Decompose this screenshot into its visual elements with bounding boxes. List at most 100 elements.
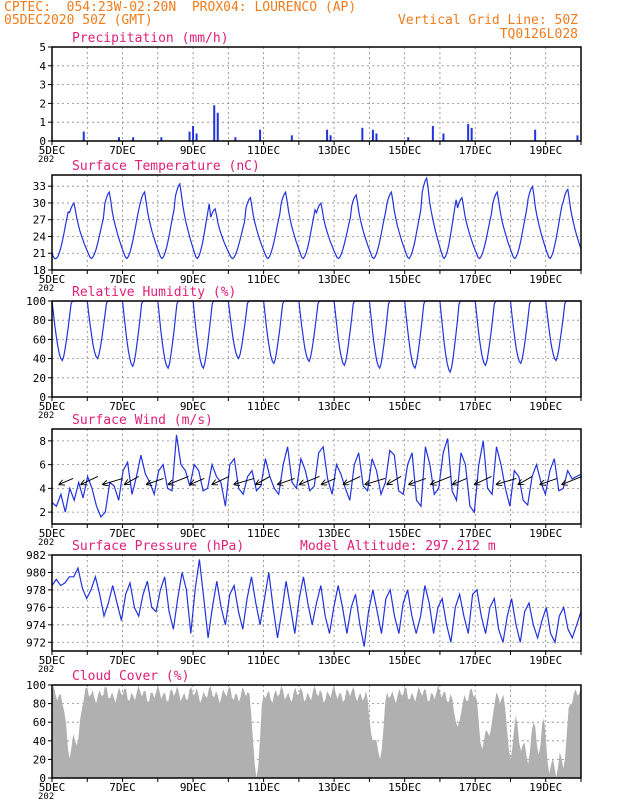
y-tick-label: 980	[26, 566, 46, 579]
wind-arrow	[474, 475, 492, 484]
wind-arrow	[234, 477, 255, 484]
x-tick-label: 9DEC	[180, 781, 207, 794]
header-station: CPTEC: 054:23W-02:20N PROX04: LOURENCO (…	[4, 0, 357, 15]
x-tick-label: 11DEC	[247, 527, 280, 540]
precip-bar	[290, 135, 293, 141]
panel-frame	[51, 554, 582, 652]
pressure-line	[51, 559, 582, 647]
precip-bar	[467, 124, 470, 141]
wind-arrow	[540, 477, 558, 484]
y-tick-label: 974	[26, 619, 46, 632]
precip-bar	[407, 137, 410, 141]
x-tick-label: 19DEC	[529, 781, 562, 794]
x-tick-label: 15DEC	[388, 400, 421, 413]
x-tick-label: 13DEC	[318, 273, 351, 286]
wind-arrow	[453, 477, 467, 484]
y-tick-label: 6	[39, 459, 46, 472]
panel-title: Surface Wind (m/s)	[72, 413, 213, 428]
x-tick-label: 15DEC	[388, 781, 421, 794]
x-year-label: 202	[38, 538, 54, 548]
x-tick-label: 7DEC	[109, 527, 136, 540]
x-tick-label: 11DEC	[247, 654, 280, 667]
header: CPTEC: 054:23W-02:20N PROX04: LOURENCO (…	[0, 0, 618, 44]
precip-bar	[188, 131, 191, 141]
wind-arrow	[300, 475, 320, 484]
wind-arrow	[278, 477, 295, 484]
y-tick-label: 3	[39, 79, 46, 92]
panel-frame	[51, 300, 582, 398]
wind-arrow	[81, 475, 99, 484]
x-tick-label: 17DEC	[459, 400, 492, 413]
x-tick-label: 5DEC	[39, 527, 66, 540]
x-tick-label: 7DEC	[109, 781, 136, 794]
x-tick-label: 19DEC	[529, 654, 562, 667]
x-tick-label: 7DEC	[109, 654, 136, 667]
y-tick-label: 18	[33, 264, 46, 277]
wind-arrow	[409, 477, 427, 484]
x-tick-label: 11DEC	[247, 273, 280, 286]
precip-bar	[375, 133, 378, 141]
y-tick-label: 40	[33, 735, 46, 748]
x-year-label: 202	[38, 792, 54, 800]
x-year-label: 202	[38, 284, 54, 294]
wind-arrow	[321, 477, 336, 484]
header-model-id: TQ0126L028	[499, 27, 578, 42]
x-tick-label: 5DEC	[39, 781, 66, 794]
precip-bar	[82, 131, 85, 141]
x-tick-label: 13DEC	[318, 527, 351, 540]
x-tick-label: 19DEC	[529, 527, 562, 540]
y-tick-label: 27	[33, 214, 46, 227]
precip-bar	[118, 137, 121, 141]
y-tick-label: 0	[39, 772, 46, 785]
precip-bar	[431, 125, 434, 141]
precip-bar	[329, 135, 332, 141]
panel-title: Surface Pressure (hPa)	[72, 539, 244, 554]
x-tick-label: 9DEC	[180, 400, 207, 413]
panel-5	[48, 554, 582, 655]
y-tick-label: 21	[33, 247, 46, 260]
x-tick-label: 7DEC	[109, 273, 136, 286]
precip-bar	[195, 133, 198, 141]
precip-bar	[470, 127, 473, 141]
x-tick-label: 17DEC	[459, 273, 492, 286]
x-tick-label: 17DEC	[459, 144, 492, 157]
precip-bar	[326, 129, 329, 141]
y-tick-label: 0	[39, 391, 46, 404]
precip-bar	[234, 137, 237, 141]
x-tick-label: 9DEC	[180, 273, 207, 286]
x-tick-label: 15DEC	[388, 273, 421, 286]
wind-arrow	[256, 476, 271, 484]
precip-bar	[160, 137, 163, 141]
wind-arrow	[59, 477, 74, 484]
y-tick-label: 20	[33, 372, 46, 385]
wind-arrow	[190, 477, 205, 484]
x-tick-label: 7DEC	[109, 400, 136, 413]
x-tick-label: 5DEC	[39, 400, 66, 413]
panel-4	[48, 428, 583, 528]
precip-bar	[216, 112, 219, 141]
y-tick-label: 5	[39, 41, 46, 54]
y-tick-label: 982	[26, 549, 46, 562]
x-tick-label: 17DEC	[459, 654, 492, 667]
y-tick-label: 4	[39, 482, 46, 495]
wind-arrow	[365, 477, 386, 484]
header-grid-note: Vertical Grid Line: 50Z	[397, 13, 578, 28]
panel-title: Precipitation (mm/h)	[72, 31, 229, 46]
precip-bar	[259, 129, 262, 141]
y-tick-label: 976	[26, 601, 46, 614]
x-tick-label: 9DEC	[180, 144, 207, 157]
y-tick-label: 60	[33, 716, 46, 729]
panel-title: Cloud Cover (%)	[72, 669, 189, 684]
precip-bar	[213, 105, 216, 141]
wind-arrow	[562, 475, 583, 484]
x-tick-label: 7DEC	[109, 144, 136, 157]
y-tick-label: 30	[33, 197, 46, 210]
panel-frame	[51, 46, 582, 142]
x-tick-label: 19DEC	[529, 273, 562, 286]
cloud-cover-area	[52, 685, 581, 778]
x-year-label: 202	[38, 665, 54, 675]
panel-3	[48, 300, 582, 401]
y-tick-label: 20	[33, 753, 46, 766]
wind-arrow	[496, 477, 517, 484]
x-tick-label: 5DEC	[39, 654, 66, 667]
